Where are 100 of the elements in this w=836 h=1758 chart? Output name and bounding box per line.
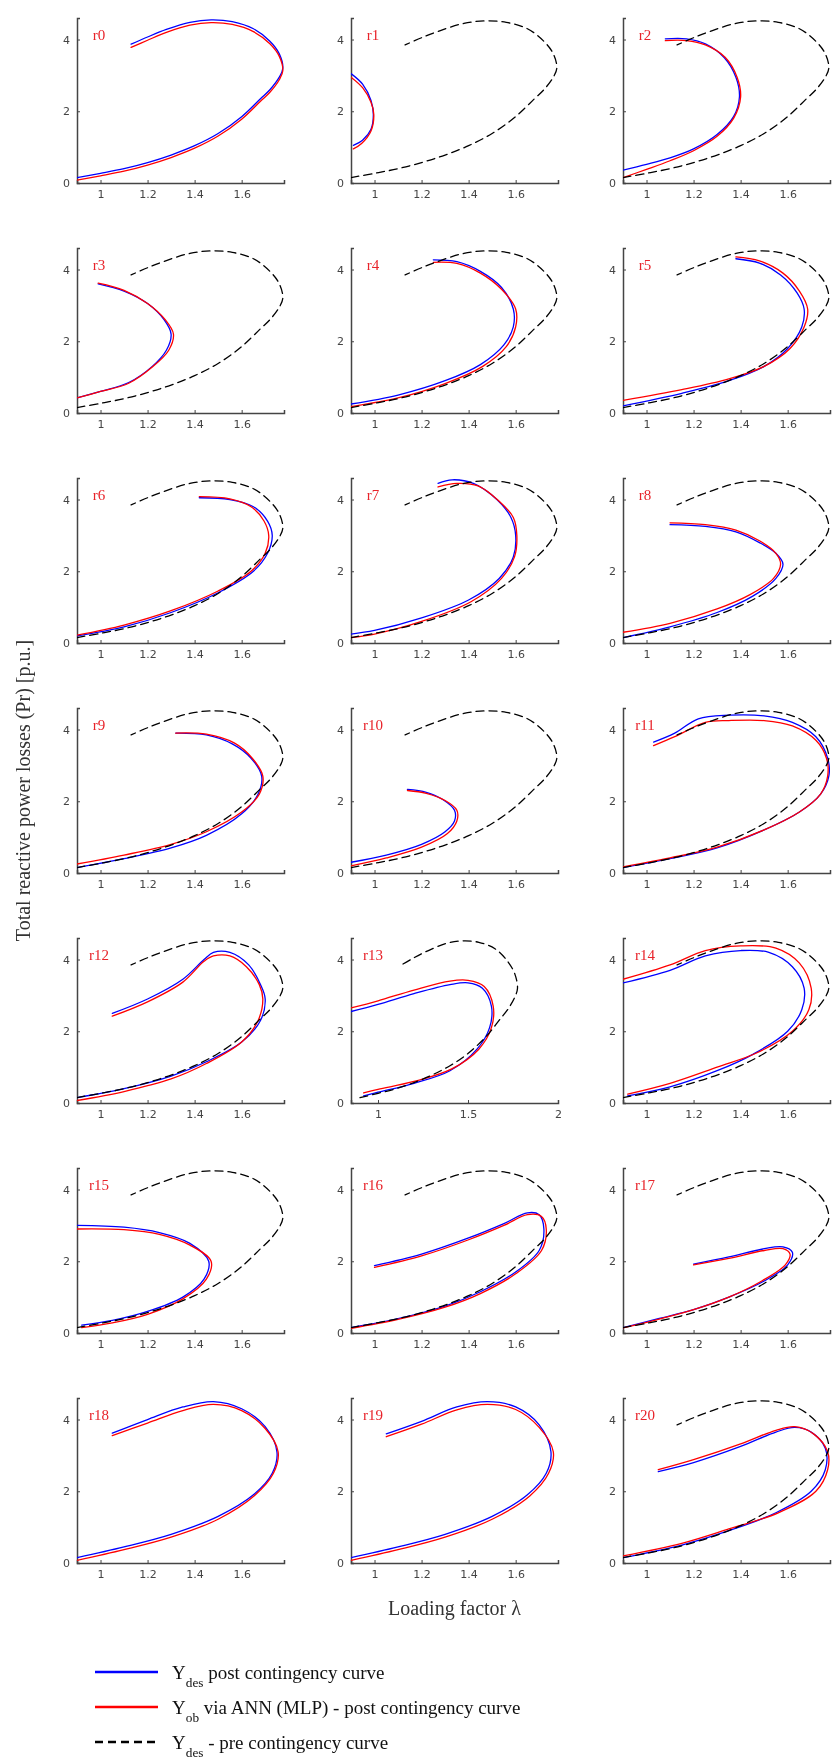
- annotation: r12: [89, 947, 109, 963]
- x-axis-title: Loading factor λ: [388, 1597, 522, 1620]
- x-tick-label: 1.2: [139, 647, 157, 661]
- x-tick-label: 1.4: [732, 417, 750, 431]
- x-tick-label: 1.2: [139, 1107, 157, 1121]
- y-tick-label: 0: [609, 407, 616, 421]
- y-tick-label: 4: [609, 33, 616, 47]
- y-tick-label: 2: [337, 1025, 344, 1039]
- y-tick-label: 4: [609, 493, 616, 507]
- line-series: [623, 20, 830, 179]
- x-tick-label: 1.6: [233, 1337, 251, 1351]
- y-tick-label: 4: [63, 33, 70, 47]
- x-tick-label: 1.4: [732, 647, 750, 661]
- legend-label: Y$_{des}$ - pre contingency curve: [172, 1731, 389, 1758]
- line-series: [623, 1170, 830, 1329]
- y-tick-label: 2: [63, 1025, 70, 1039]
- y-tick-label: 4: [337, 263, 344, 277]
- x-tick-label: 1.6: [779, 1567, 797, 1581]
- line-series: [351, 710, 558, 869]
- x-tick-label: 1.4: [732, 1107, 750, 1121]
- y-tick-label: 0: [63, 637, 70, 651]
- x-tick-label: 1.6: [233, 877, 251, 891]
- annotation: r9: [92, 717, 106, 733]
- x-tick-label: 1: [371, 417, 379, 431]
- y-tick-label: 0: [337, 407, 344, 421]
- y-tick-label: 4: [337, 953, 344, 967]
- y-tick-label: 0: [609, 1557, 616, 1571]
- x-tick-label: 1.2: [413, 1337, 431, 1351]
- x-tick-label: 1.2: [413, 1567, 431, 1581]
- x-tick-label: 1.4: [732, 1337, 750, 1351]
- y-tick-label: 2: [63, 105, 70, 119]
- annotation: r20: [635, 1407, 655, 1423]
- annotation: r8: [638, 487, 652, 503]
- line-series: [351, 480, 558, 639]
- y-tick-label: 0: [609, 1097, 616, 1111]
- y-tick-label: 0: [337, 177, 344, 191]
- y-tick-label: 2: [609, 795, 616, 809]
- annotation: r6: [92, 487, 106, 503]
- x-tick-label: 1.2: [685, 877, 703, 891]
- annotation: r0: [92, 27, 106, 43]
- x-tick-label: 1.4: [732, 1567, 750, 1581]
- x-tick-label: 1: [371, 187, 379, 201]
- y-tick-label: 0: [63, 867, 70, 881]
- x-tick-label: 1.4: [186, 1107, 204, 1121]
- x-tick-label: 1.4: [186, 877, 204, 891]
- x-tick-label: 1.2: [685, 647, 703, 661]
- x-tick-label: 1: [97, 1107, 105, 1121]
- y-tick-label: 2: [609, 105, 616, 119]
- annotation: r2: [638, 27, 652, 43]
- x-tick-label: 1.4: [460, 1567, 478, 1581]
- x-tick-label: 1.6: [507, 877, 525, 891]
- x-tick-label: 1.2: [139, 1337, 157, 1351]
- x-tick-label: 1.4: [460, 1337, 478, 1351]
- annotation: r3: [92, 257, 106, 273]
- x-tick-label: 1.6: [233, 187, 251, 201]
- annotation: r1: [366, 27, 380, 43]
- x-tick-label: 1: [371, 1337, 379, 1351]
- x-tick-label: 1.6: [507, 1337, 525, 1351]
- x-tick-label: 1.2: [139, 187, 157, 201]
- y-tick-label: 0: [337, 1327, 344, 1341]
- x-tick-label: 1: [643, 417, 651, 431]
- x-tick-label: 1: [97, 1337, 105, 1351]
- x-tick-label: 1: [643, 1107, 651, 1121]
- x-tick-label: 1.6: [233, 1107, 251, 1121]
- x-tick-label: 1.2: [139, 1567, 157, 1581]
- x-tick-label: 1.2: [413, 647, 431, 661]
- y-tick-label: 4: [609, 723, 616, 737]
- y-axis-title: Total reactive power losses (Pr) [p.u.]: [12, 639, 35, 942]
- x-tick-label: 1.2: [685, 417, 703, 431]
- x-tick-label: 1: [97, 1567, 105, 1581]
- y-tick-label: 4: [337, 1183, 344, 1197]
- x-tick-label: 1: [97, 187, 105, 201]
- y-tick-label: 0: [63, 1327, 70, 1341]
- x-tick-label: 1.6: [779, 877, 797, 891]
- y-tick-label: 2: [337, 565, 344, 579]
- x-tick-label: 1.4: [186, 1337, 204, 1351]
- x-tick-label: 1: [643, 1567, 651, 1581]
- line-series: [359, 940, 519, 1099]
- line-series: [351, 1170, 558, 1329]
- annotation: r18: [89, 1407, 109, 1423]
- y-tick-label: 2: [337, 335, 344, 349]
- annotation: r14: [635, 947, 656, 963]
- y-tick-label: 0: [63, 1097, 70, 1111]
- y-tick-label: 2: [63, 1485, 70, 1499]
- y-tick-label: 2: [337, 1485, 344, 1499]
- line-series: [623, 250, 830, 409]
- annotation: r11: [635, 717, 655, 733]
- y-tick-label: 4: [63, 1183, 70, 1197]
- y-tick-label: 4: [337, 723, 344, 737]
- y-tick-label: 2: [63, 1255, 70, 1269]
- x-tick-label: 1: [643, 187, 651, 201]
- y-tick-label: 2: [609, 1255, 616, 1269]
- line-series: [623, 1400, 830, 1559]
- y-tick-label: 4: [63, 263, 70, 277]
- x-tick-label: 1.2: [413, 187, 431, 201]
- y-tick-label: 4: [63, 1413, 70, 1427]
- x-tick-label: 1: [643, 877, 651, 891]
- y-tick-label: 4: [337, 1413, 344, 1427]
- x-tick-label: 1.6: [233, 1567, 251, 1581]
- y-tick-label: 0: [63, 177, 70, 191]
